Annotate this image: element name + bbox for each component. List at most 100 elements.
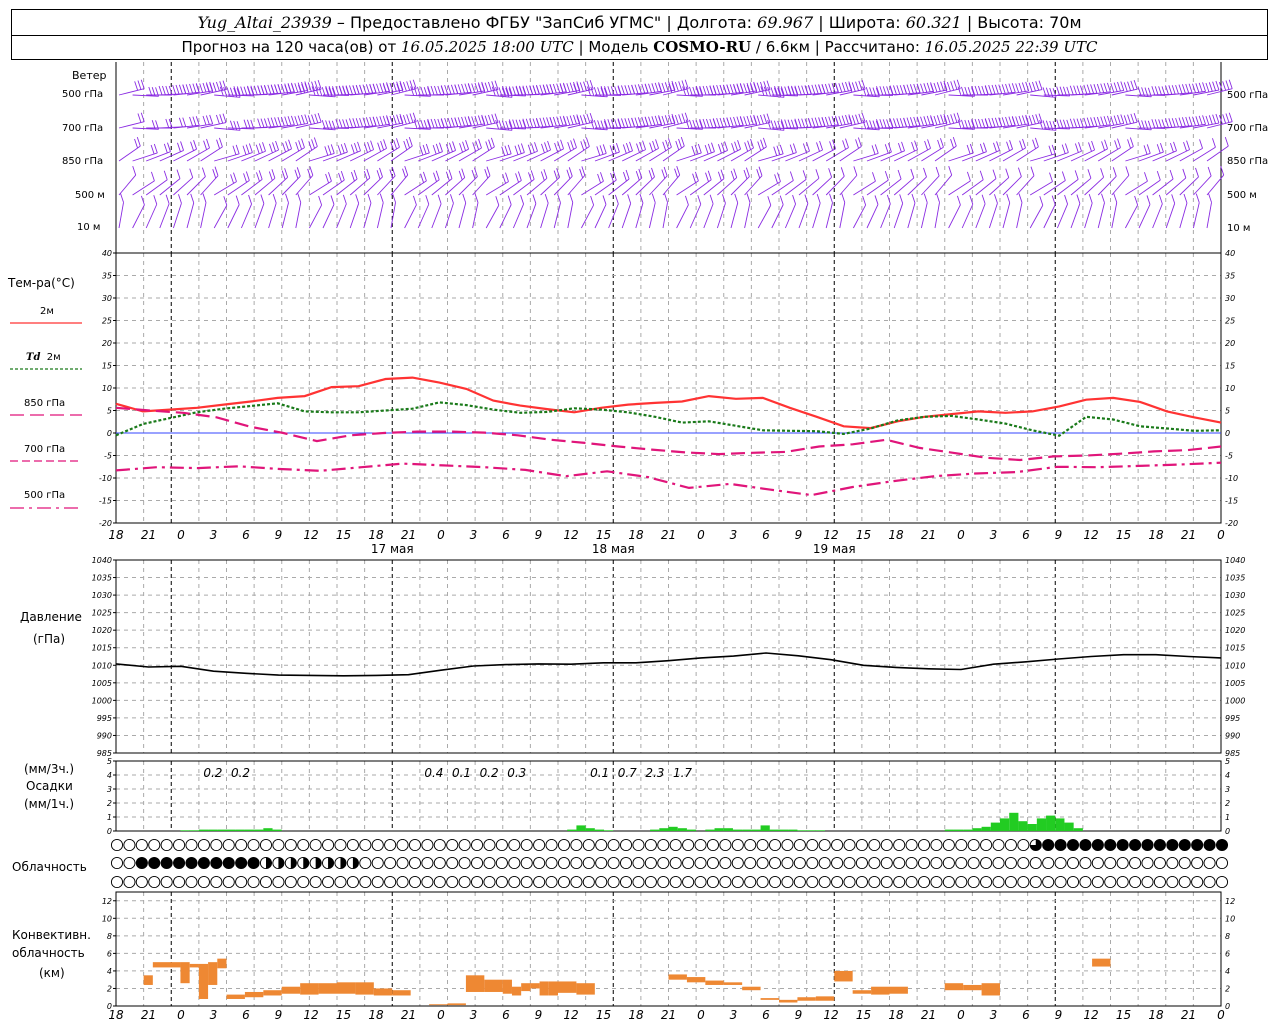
cloud-symbol [1004,856,1017,870]
wind-barb-flag [920,116,924,126]
wind-barb-flag [287,84,292,94]
wind-barb [894,116,921,129]
cloud-symbol [1191,856,1204,870]
wind-barb [499,171,522,196]
wind-barb-flag [1015,83,1020,93]
wind-barb [798,140,823,162]
cloud-symbol [123,875,136,889]
day-label: 17 мая [371,542,414,556]
wind-barb-flag [602,144,607,154]
wind-barb-flag [165,85,170,96]
wind-barb-flag [750,138,754,149]
wind-barb [553,138,577,162]
cloud-symbol-circle [545,875,558,889]
wind-barb-flag [824,83,829,94]
cloud-symbol-circle [545,838,558,852]
wind-barb-flag [1158,194,1163,205]
wind-barb-shaft [1057,178,1079,196]
cloud-symbol-circle [309,875,322,889]
wind-barb-flag [910,168,915,179]
conv-ytick-left: 10 [102,914,112,923]
cloud-symbol [433,856,446,870]
wind-barb-flag [1161,86,1166,96]
wind-barb [376,193,384,229]
wind-barb [404,143,430,162]
cloud-symbol-circle [632,856,645,870]
precip-bar [235,829,245,831]
wind-barb-flag [774,86,778,96]
wind-barb [227,195,240,229]
cloud-symbol [719,856,732,870]
cloud-symbol [694,856,707,870]
wind-barb-flag [586,113,591,124]
wind-barb-flag [379,83,384,93]
wind-barb-shaft [458,90,485,96]
wind-barb-flag [681,80,686,90]
wind-barb-flag [953,113,958,123]
wind-barb [662,112,689,129]
wind-barb-shaft [553,147,577,162]
cloud-symbol-circle [1066,875,1080,889]
conv-cloud-bar [429,1004,448,1006]
wind-barb-flag [1185,116,1190,127]
wind-barb [825,167,845,196]
wind-barb-shaft [1138,204,1151,229]
cloud-symbol-circle [1066,838,1080,852]
wind-barb-shaft [295,202,302,229]
wind-barb-shaft [349,177,371,196]
conv-xtick: 6 [1022,1008,1030,1022]
wind-barb-flag [1106,115,1111,125]
wind-barb-flag [1205,82,1210,93]
cloud-symbol-circle [148,838,161,852]
wind-barb-shaft [758,153,784,162]
cloud-symbol-circle [160,875,173,889]
wind-barb-flag [897,169,902,180]
wind-barb [703,141,728,162]
wind-barb [853,172,876,196]
wind-barb-flag [491,81,496,91]
temp-ytick-right: 30 [1225,294,1235,303]
wind-barb-flag [1130,113,1135,124]
wind-barb-flag [218,137,223,147]
wind-barb-flag [1183,193,1188,204]
wind-barb-flag [811,117,816,128]
cloud-symbol-circle [744,875,757,889]
cloud-symbol [967,875,980,889]
wind-barb-flag [1228,112,1233,122]
cloud-symbol [346,838,359,852]
temp-xtick: 9 [1055,528,1063,542]
conv-cloud-bar [502,979,512,994]
cloud-symbol-circle [297,838,310,852]
wind-barb-shaft [486,127,513,131]
cloud-symbol-circle [644,856,657,870]
cloud-symbol-circle [1166,838,1179,852]
wind-barb-flag [168,118,173,129]
conv-cloud-bar [705,980,724,985]
cloud-symbol-circle [148,856,161,870]
wind-barb-shaft [1070,177,1092,196]
wind-barb-flag [1103,116,1108,126]
wind-barb-shaft [798,92,825,96]
cloud-symbol-circle [446,875,459,889]
wind-barb-flag [202,193,207,203]
cloud-symbol [235,875,248,889]
pres-frame [115,559,1222,754]
wind-barb-shaft [730,90,757,96]
wind-barb-shaft [499,180,522,196]
cloud-symbol [1017,875,1030,889]
wind-barb-flag [427,118,432,129]
wind-barb [445,140,469,162]
wind-barb-shaft [1165,203,1176,229]
wind-barb-shaft [1166,149,1190,162]
wind-barb-flag [899,194,904,204]
wind-barb-flag [563,116,567,126]
cloud-symbol [607,838,620,852]
conv-ytick-right: 10 [1225,914,1235,923]
wind-level-500m: 500 м [75,190,105,201]
wind-barb-flag [676,165,681,176]
wind-barb-shaft [717,177,738,196]
wind-barb-flag [277,117,282,127]
wind-barb-flag [855,114,859,124]
wind-barb-shaft [458,176,478,196]
wind-barb-flag [889,85,894,95]
